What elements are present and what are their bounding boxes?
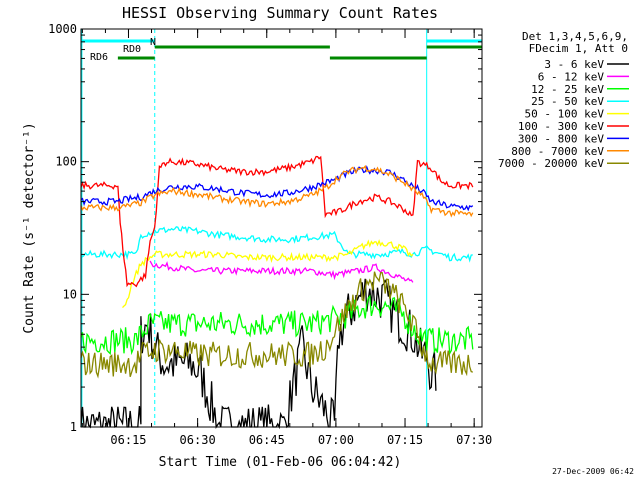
plot-frame xyxy=(80,28,483,428)
legend-label: 50 - 100 keV xyxy=(525,108,605,121)
x-tick-label: 06:45 xyxy=(249,433,285,447)
legend: Det 1,3,4,5,6,9, FDecim 1, Att 0 3 - 6 k… xyxy=(498,30,629,170)
x-tick-label: 07:15 xyxy=(387,433,423,447)
legend-label: 7000 - 20000 keV xyxy=(498,157,604,170)
legend-label: 6 - 12 keV xyxy=(538,70,605,83)
plot-content: N RD0 RD6 xyxy=(80,29,483,430)
legend-label: 100 - 300 keV xyxy=(518,120,604,133)
series-line xyxy=(80,225,473,263)
legend-label: 25 - 50 keV xyxy=(531,95,604,108)
y-tick-label: 10 xyxy=(63,287,77,301)
annotation-label: RD0 xyxy=(123,44,141,55)
series-line xyxy=(80,155,474,288)
legend-label: 12 - 25 keV xyxy=(531,83,604,96)
legend-header-line-1: Det 1,3,4,5,6,9, xyxy=(522,30,628,43)
x-axis-label: Start Time (01-Feb-06 06:04:42) xyxy=(159,455,402,470)
y-tick-label: 1 xyxy=(70,420,77,434)
legend-label: 800 - 7000 keV xyxy=(511,145,604,158)
annotation-label: N xyxy=(150,37,156,48)
y-tick-label: 1000 xyxy=(48,22,77,36)
x-tick-label: 06:15 xyxy=(110,433,146,447)
x-tick-label: 07:30 xyxy=(456,433,492,447)
x-tick-label: 06:30 xyxy=(180,433,216,447)
y-axis: 1 10 100 1000 xyxy=(48,22,482,434)
x-tick-label: 07:00 xyxy=(318,433,354,447)
legend-label: 3 - 6 keV xyxy=(544,58,604,71)
x-axis: 06:15 06:30 06:45 07:00 07:15 07:30 xyxy=(81,29,492,447)
annotation-label: RD6 xyxy=(90,52,108,63)
legend-header-line-2: FDecim 1, Att 0 xyxy=(529,42,628,55)
legend-label: 300 - 800 keV xyxy=(518,132,604,145)
y-axis-label: Count Rate (s⁻¹ detector⁻¹) xyxy=(22,122,37,333)
series-line xyxy=(80,294,474,356)
series-line xyxy=(80,164,474,218)
series-line xyxy=(122,239,414,309)
series-line xyxy=(80,271,473,379)
timestamp: 27-Dec-2009 06:42 xyxy=(552,467,634,476)
series-line xyxy=(149,260,414,283)
y-tick-label: 100 xyxy=(55,155,77,169)
chart-title: HESSI Observing Summary Count Rates xyxy=(122,4,438,22)
